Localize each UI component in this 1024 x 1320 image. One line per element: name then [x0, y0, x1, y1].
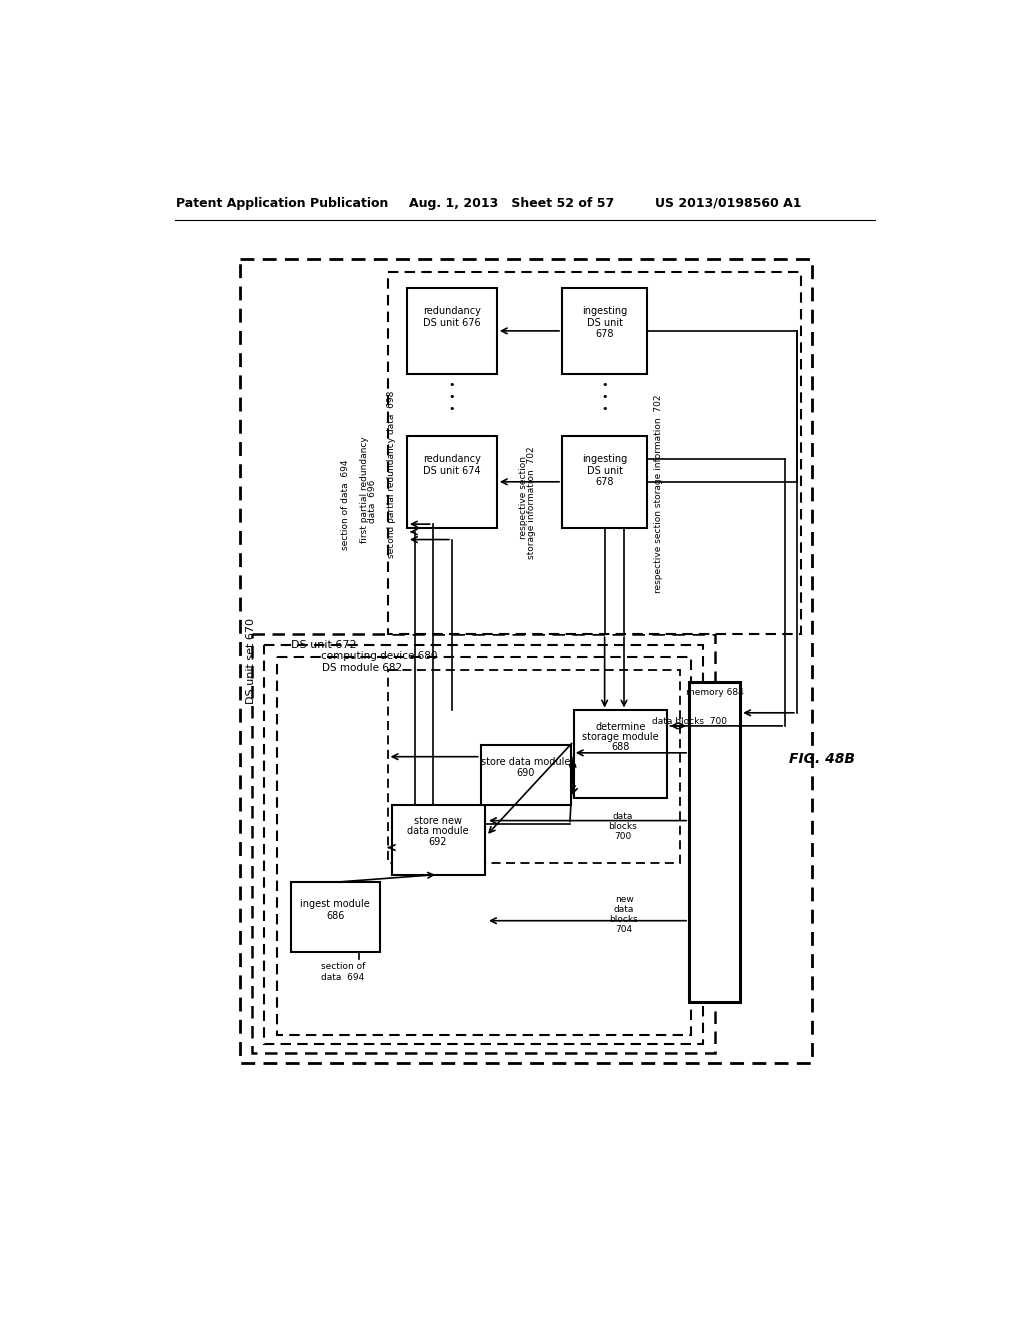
Bar [252, 635, 716, 1053]
Text: data: data [612, 812, 633, 821]
Text: DS unit 676: DS unit 676 [423, 318, 480, 329]
Text: section of data  694: section of data 694 [341, 459, 349, 550]
Text: DS unit 672: DS unit 672 [291, 640, 356, 649]
Text: redundancy: redundancy [423, 306, 481, 315]
Bar [480, 744, 571, 805]
Text: blocks: blocks [608, 822, 637, 832]
Text: redundancy: redundancy [423, 454, 481, 463]
Bar [263, 645, 703, 1044]
Text: 692: 692 [429, 837, 447, 847]
Text: section of: section of [321, 962, 366, 972]
Bar [388, 272, 801, 635]
Text: DS unit set 670: DS unit set 670 [246, 618, 256, 704]
Bar [407, 436, 497, 528]
Text: Aug. 1, 2013   Sheet 52 of 57: Aug. 1, 2013 Sheet 52 of 57 [409, 197, 613, 210]
Text: data: data [613, 904, 634, 913]
Text: respective section storage information  702: respective section storage information 7… [654, 395, 664, 593]
Text: new: new [614, 895, 634, 904]
Text: data  694: data 694 [322, 973, 365, 982]
Text: store data module: store data module [481, 758, 570, 767]
Text: DS unit: DS unit [587, 318, 623, 329]
Text: 690: 690 [517, 768, 536, 777]
Text: storage module: storage module [583, 733, 658, 742]
Text: •
•
•: • • • [449, 380, 456, 413]
Text: memory 684: memory 684 [686, 688, 743, 697]
Text: respective section: respective section [519, 455, 527, 539]
Text: 678: 678 [595, 329, 613, 339]
Text: determine: determine [595, 722, 646, 733]
Bar [689, 682, 740, 1002]
Bar [276, 657, 690, 1035]
Text: DS unit 674: DS unit 674 [423, 466, 480, 477]
Text: US 2013/0198560 A1: US 2013/0198560 A1 [655, 197, 802, 210]
Bar [562, 436, 647, 528]
Text: ingesting: ingesting [582, 454, 628, 463]
Text: second partial redundancy data  698: second partial redundancy data 698 [387, 391, 396, 558]
Text: DS unit: DS unit [587, 466, 623, 477]
Bar [407, 288, 497, 374]
Bar [241, 259, 812, 1063]
Text: storage information  702: storage information 702 [527, 446, 537, 558]
Text: computing device 680: computing device 680 [321, 651, 437, 661]
Text: 678: 678 [595, 477, 613, 487]
Bar [391, 805, 484, 875]
Text: Patent Application Publication: Patent Application Publication [176, 197, 388, 210]
Bar [291, 882, 380, 952]
Text: 686: 686 [326, 911, 344, 921]
Text: data  696: data 696 [369, 479, 378, 523]
Text: •
•
•: • • • [601, 380, 608, 413]
Text: store new: store new [414, 816, 462, 825]
Text: 704: 704 [615, 925, 633, 933]
Bar [573, 710, 668, 797]
Bar [562, 288, 647, 374]
Text: 688: 688 [611, 742, 630, 752]
Text: DS module 682: DS module 682 [322, 663, 401, 673]
Text: ingest module: ingest module [300, 899, 371, 908]
Text: first partial redundancy: first partial redundancy [359, 436, 369, 543]
Text: data blocks  700: data blocks 700 [651, 717, 727, 726]
Text: FIG. 48B: FIG. 48B [788, 752, 855, 766]
Text: blocks: blocks [609, 915, 638, 924]
Text: data module: data module [408, 826, 469, 837]
Bar [388, 671, 680, 863]
Text: ingesting: ingesting [582, 306, 628, 315]
Text: 700: 700 [613, 833, 631, 841]
